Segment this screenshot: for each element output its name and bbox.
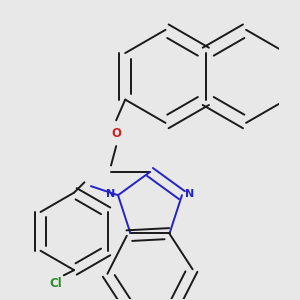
- Text: N: N: [185, 189, 194, 199]
- Text: Cl: Cl: [50, 277, 62, 290]
- Text: O: O: [111, 127, 121, 140]
- Text: N: N: [106, 189, 115, 199]
